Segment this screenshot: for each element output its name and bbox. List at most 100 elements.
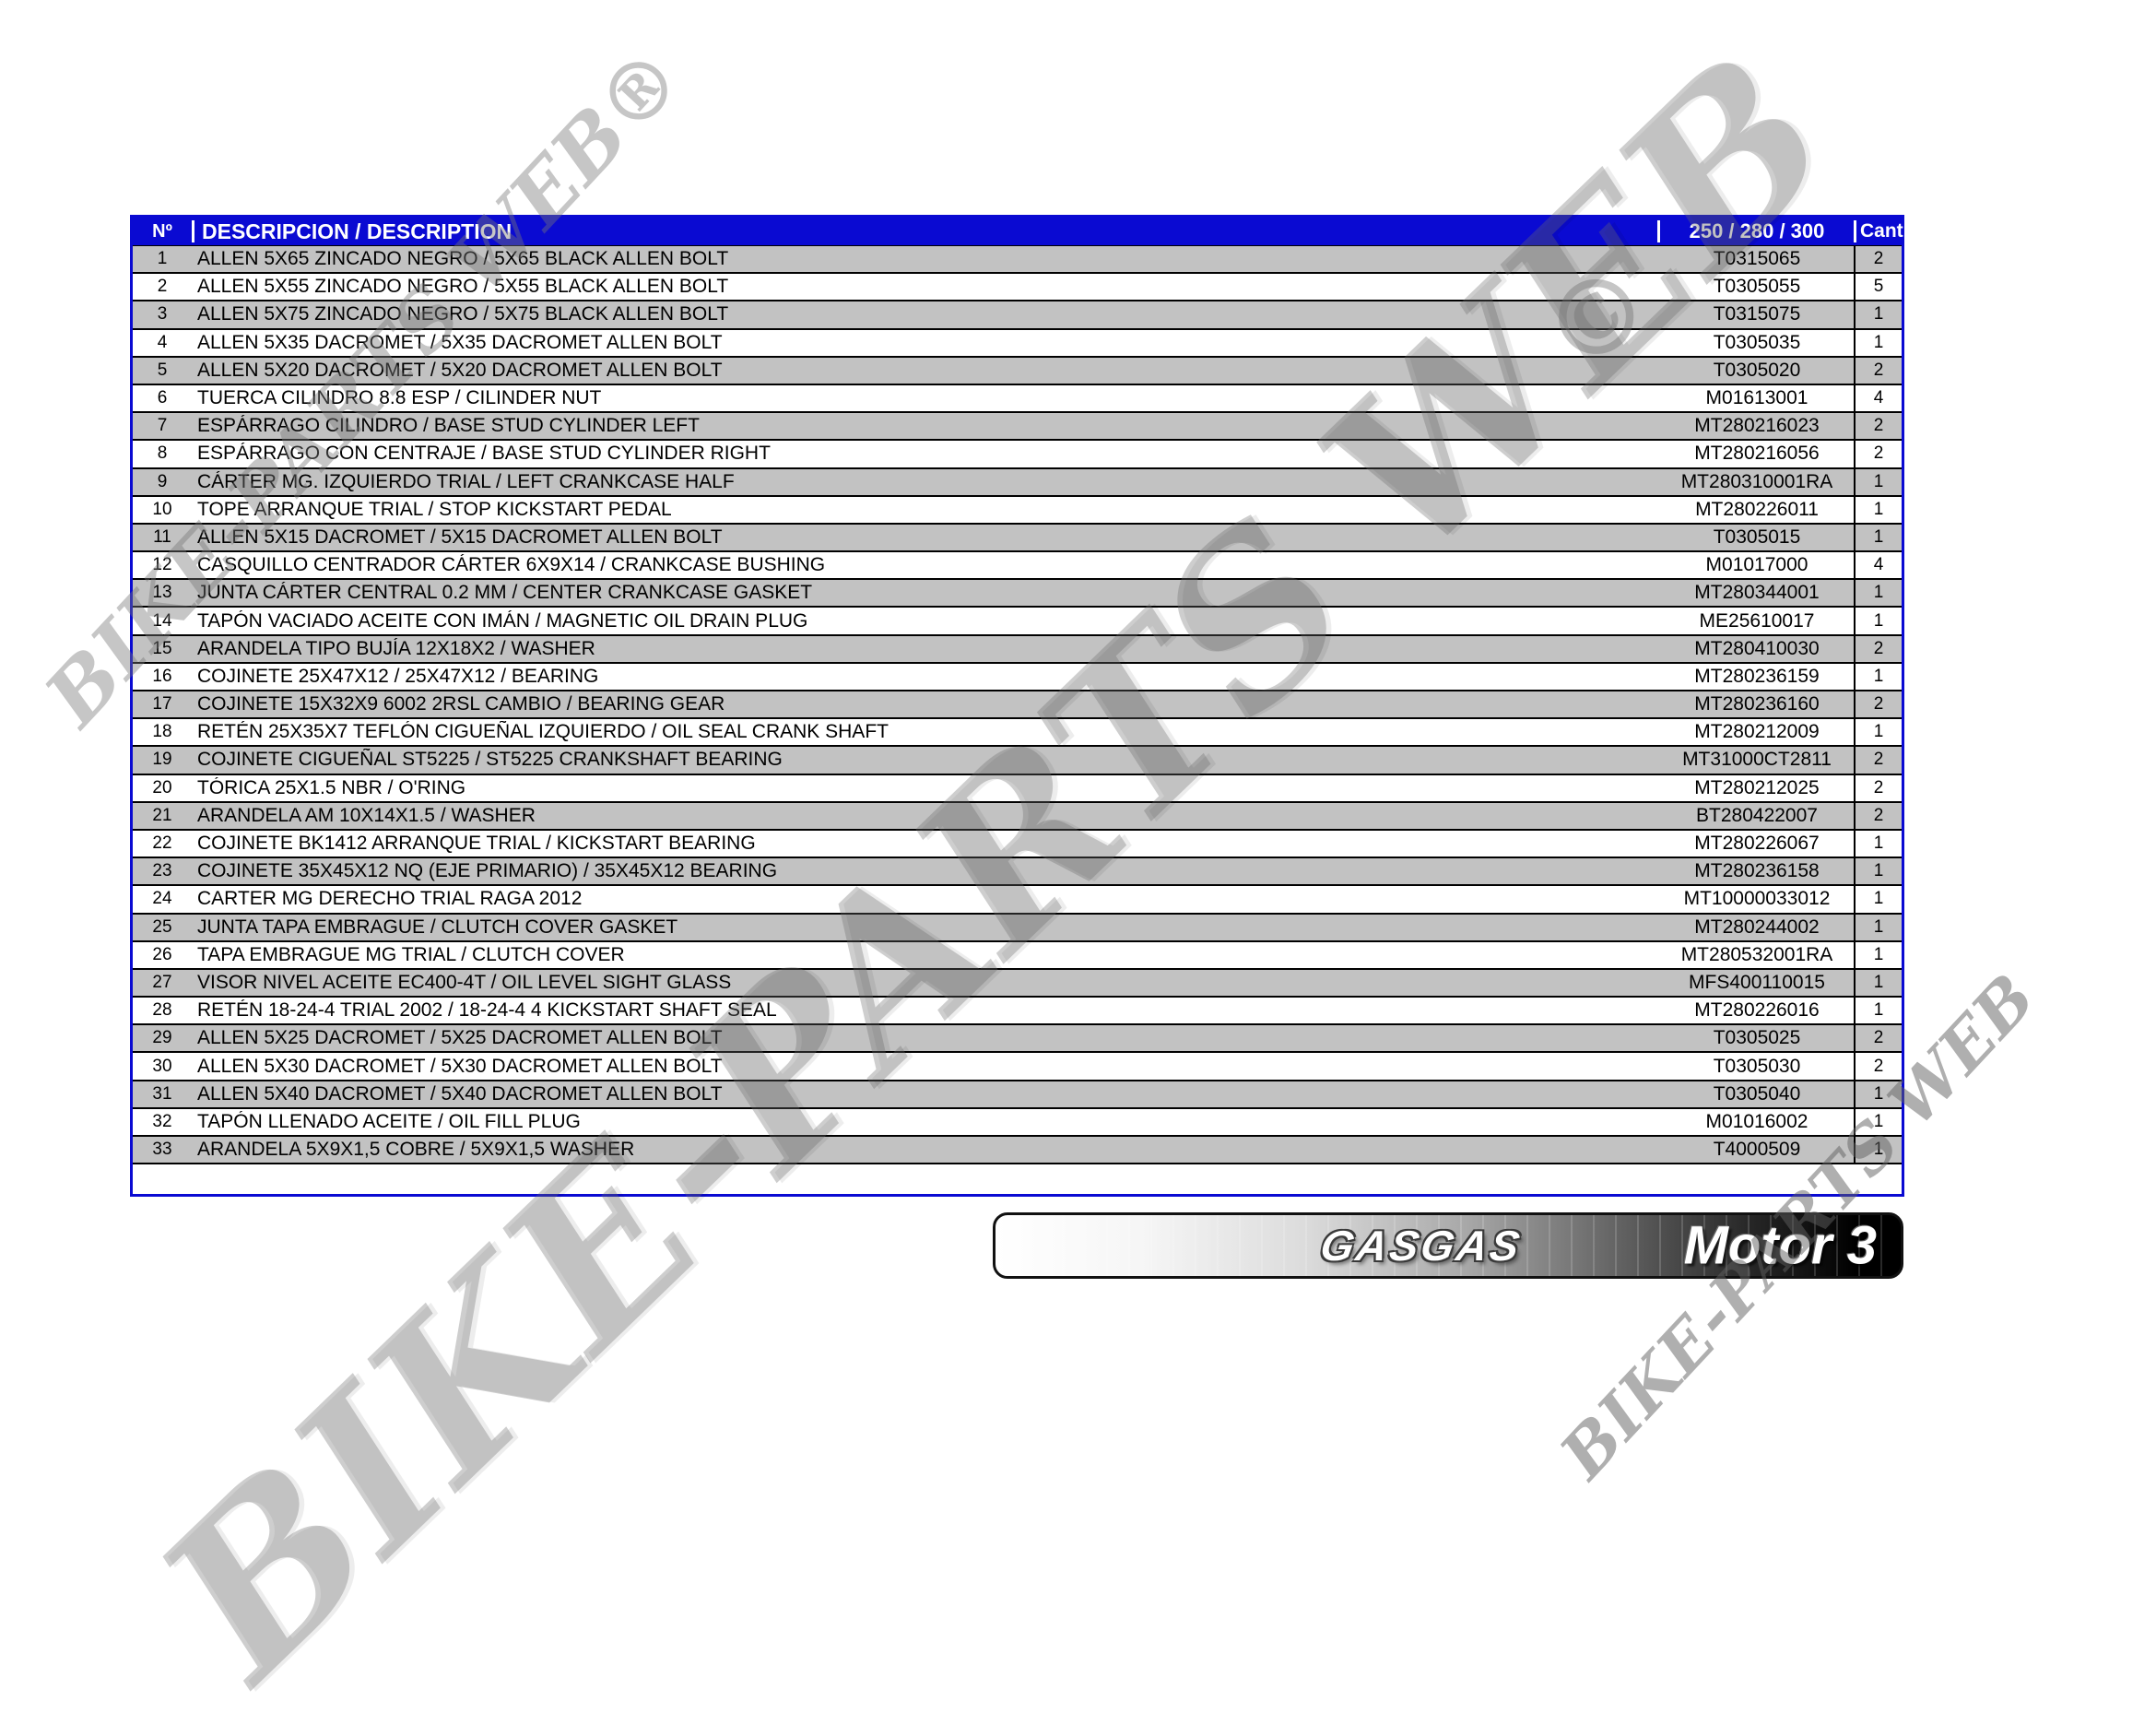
table-row: 3 ALLEN 5X75 ZINCADO NEGRO / 5X75 BLACK A… [133, 301, 1902, 330]
table-row: 21 ARANDELA AM 10X14X1.5 / WASHER BT280422… [133, 802, 1902, 831]
cell-part: MT280226067 [1694, 833, 1820, 855]
cell-description: ALLEN 5X55 ZINCADO NEGRO / 5X55 BLACK AL… [197, 276, 729, 298]
cell-part: MT280212009 [1694, 721, 1820, 743]
cell-description: ARANDELA AM 10X14X1.5 / WASHER [197, 804, 536, 826]
table-row: 29 ALLEN 5X25 DACROMET / 5X25 DACROMET AL… [133, 1025, 1902, 1054]
cell-num: 4 [157, 332, 168, 352]
header-number: Nº [152, 220, 172, 242]
cell-num: 15 [152, 638, 172, 658]
table-row: 20 TÓRICA 25X1.5 NBR / O'RING MT280212025 2 [133, 774, 1902, 803]
cell-description: COJINETE BK1412 ARRANQUE TRIAL / KICKSTA… [197, 833, 756, 855]
cell-qty: 1 [1854, 1108, 1902, 1135]
cell-qty: 1 [1854, 663, 1902, 690]
cell-num: 5 [157, 360, 168, 380]
cell-description: RETÉN 18-24-4 TRIAL 2002 / 18-24-4 4 KIC… [197, 999, 777, 1022]
table-row: 1 ALLEN 5X65 ZINCADO NEGRO / 5X65 BLACK A… [133, 246, 1902, 275]
cell-part: MT280216056 [1694, 443, 1820, 465]
table-row: 17 COJINETE 15X32X9 6002 2RSL CAMBIO / BE… [133, 691, 1902, 720]
cell-part: T0305025 [1713, 1027, 1801, 1049]
cell-part: T0305040 [1713, 1082, 1801, 1105]
cell-qty: 1 [1854, 468, 1902, 495]
catalog-page: Nº DESCRIPCION / DESCRIPTION 250 / 280 /… [27, 7, 2050, 1725]
table-row: 33 ARANDELA 5X9X1,5 COBRE / 5X9X1,5 WASHE… [133, 1137, 1902, 1165]
header-description: DESCRIPCION / DESCRIPTION [192, 220, 1657, 242]
cell-num: 30 [152, 1056, 172, 1076]
cell-part: M01613001 [1705, 387, 1808, 409]
cell-part: M01017000 [1705, 554, 1808, 576]
cell-part: MFS400110015 [1689, 971, 1825, 993]
cell-qty: 2 [1854, 246, 1902, 273]
motor-page-title: Motor 3 [1683, 1215, 1877, 1276]
cell-num: 25 [152, 916, 172, 937]
cell-num: 27 [152, 972, 172, 992]
table-row: 28 RETÉN 18-24-4 TRIAL 2002 / 18-24-4 4 K… [133, 998, 1902, 1026]
cell-qty: 2 [1854, 802, 1902, 829]
cell-description: TAPA EMBRAGUE MG TRIAL / CLUTCH COVER [197, 943, 625, 965]
cell-qty: 1 [1854, 1137, 1902, 1164]
table-row: 11 ALLEN 5X15 DACROMET / 5X15 DACROMET AL… [133, 524, 1902, 553]
cell-qty: 1 [1854, 496, 1902, 523]
cell-part: MT31000CT2811 [1682, 749, 1832, 771]
cell-part: MT280532001RA [1680, 943, 1833, 965]
cell-qty: 1 [1854, 719, 1902, 746]
cell-qty: 1 [1854, 301, 1902, 328]
cell-num: 11 [153, 526, 171, 547]
cell-num: 31 [152, 1083, 172, 1104]
cell-qty: 2 [1854, 441, 1902, 467]
cell-part: M01016002 [1705, 1110, 1808, 1132]
cell-description: ALLEN 5X65 ZINCADO NEGRO / 5X65 BLACK AL… [197, 248, 729, 270]
cell-description: ALLEN 5X35 DACROMET / 5X35 DACROMET ALLE… [197, 331, 723, 353]
cell-num: 32 [152, 1111, 172, 1131]
cell-description: ALLEN 5X75 ZINCADO NEGRO / 5X75 BLACK AL… [197, 303, 729, 325]
parts-table: Nº DESCRIPCION / DESCRIPTION 250 / 280 /… [130, 215, 1909, 1198]
cell-part: MT10000033012 [1683, 888, 1831, 910]
cell-num: 2 [157, 277, 168, 297]
table-body: 1 ALLEN 5X65 ZINCADO NEGRO / 5X65 BLACK A… [133, 246, 1902, 1195]
cell-part: T0315065 [1713, 248, 1801, 270]
cell-description: JUNTA TAPA EMBRAGUE / CLUTCH COVER GASKE… [197, 916, 678, 938]
cell-qty: 1 [1854, 1081, 1902, 1107]
cell-description: COJINETE 15X32X9 6002 2RSL CAMBIO / BEAR… [197, 693, 725, 715]
cell-description: RETÉN 25X35X7 TEFLÓN CIGUEÑAL IZQUIERDO … [197, 721, 889, 743]
cell-qty: 2 [1854, 413, 1902, 440]
cell-description: ESPÁRRAGO CILINDRO / BASE STUD CYLINDER … [197, 415, 700, 437]
table-row: 25 JUNTA TAPA EMBRAGUE / CLUTCH COVER GAS… [133, 914, 1902, 942]
table-row: 9 CÁRTER MG. IZQUIERDO TRIAL / LEFT CRANK… [133, 468, 1902, 497]
cell-description: TOPE ARRANQUE TRIAL / STOP KICKSTART PED… [197, 498, 672, 520]
cell-part: T0315075 [1713, 303, 1801, 325]
cell-description: CARTER MG DERECHO TRIAL RAGA 2012 [197, 888, 583, 910]
cell-num: 1 [157, 249, 168, 269]
cell-num: 16 [152, 666, 172, 686]
table-row: 22 COJINETE BK1412 ARRANQUE TRIAL / KICKS… [133, 830, 1902, 859]
cell-description: ALLEN 5X20 DACROMET / 5X20 DACROMET ALLE… [197, 359, 723, 381]
table-row: 19 COJINETE CIGUEÑAL ST5225 / ST5225 CRAN… [133, 747, 1902, 775]
cell-part: MT280216023 [1694, 415, 1820, 437]
cell-num: 9 [157, 471, 168, 491]
cell-qty: 2 [1854, 1053, 1902, 1080]
cell-part: MT280226011 [1695, 498, 1819, 520]
cell-num: 26 [152, 944, 172, 964]
cell-qty: 1 [1854, 914, 1902, 940]
cell-qty: 2 [1854, 357, 1902, 384]
cell-description: CASQUILLO CENTRADOR CÁRTER 6X9X14 / CRAN… [197, 554, 826, 576]
brand-banner: GASGAS Motor 3 [993, 1212, 1903, 1279]
cell-description: ARANDELA TIPO BUJÍA 12X18X2 / WASHER [197, 637, 595, 659]
table-row: 16 COJINETE 25X47X12 / 25X47X12 / BEARING… [133, 663, 1902, 691]
cell-num: 23 [152, 861, 172, 881]
table-row: 4 ALLEN 5X35 DACROMET / 5X35 DACROMET ALL… [133, 329, 1902, 358]
cell-qty: 1 [1854, 941, 1902, 968]
table-row: 14 TAPÓN VACIADO ACEITE CON IMÁN / MAGNET… [133, 608, 1902, 636]
cell-part: T0305020 [1713, 359, 1801, 381]
cell-num: 13 [152, 583, 172, 603]
cell-qty: 1 [1854, 608, 1902, 634]
cell-qty: 1 [1854, 998, 1902, 1024]
table-row: 7 ESPÁRRAGO CILINDRO / BASE STUD CYLINDER… [133, 413, 1902, 442]
cell-qty: 1 [1854, 524, 1902, 551]
cell-description: TUERCA CILINDRO 8.8 ESP / CILINDER NUT [197, 387, 602, 409]
cell-qty: 2 [1854, 1025, 1902, 1052]
cell-description: TÓRICA 25X1.5 NBR / O'RING [197, 776, 466, 798]
table-row: 13 JUNTA CÁRTER CENTRAL 0.2 MM / CENTER C… [133, 580, 1902, 608]
cell-part: T0305030 [1713, 1055, 1801, 1077]
cell-num: 28 [152, 1000, 172, 1021]
table-row-empty [133, 1164, 1902, 1195]
